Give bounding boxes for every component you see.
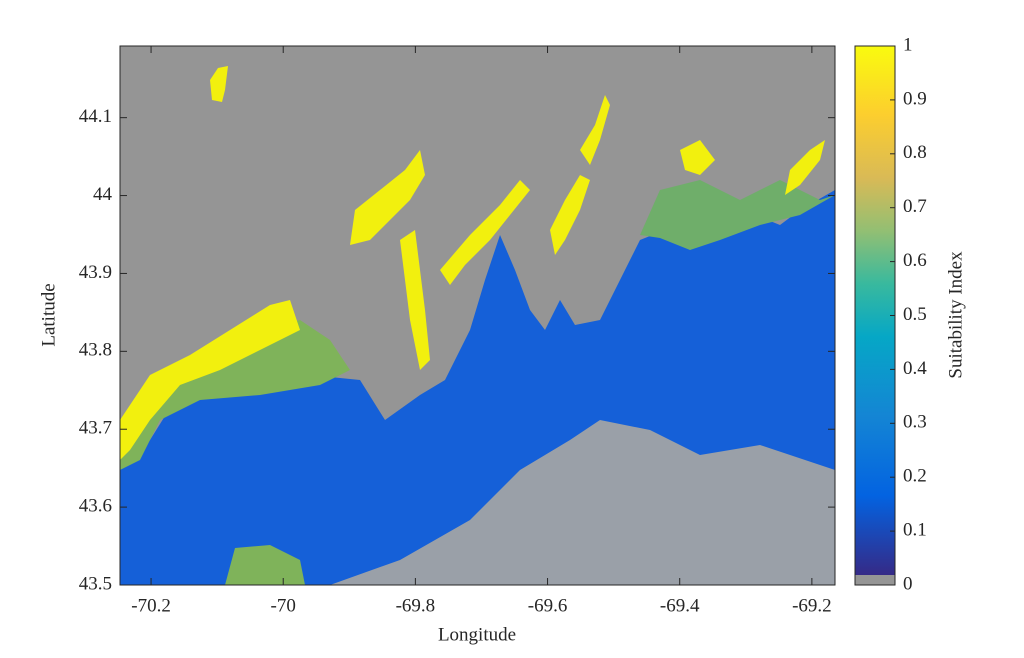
plot-frame <box>119 45 836 586</box>
colorbar-tick-label: 0.6 <box>903 250 927 271</box>
colorbar-tick-label: 1 <box>903 34 913 55</box>
y-tick-label: 44 <box>93 184 113 205</box>
x-tick-label: -70.2 <box>131 595 171 616</box>
x-tick-label: -69.4 <box>660 595 700 616</box>
x-tick-label: -69.2 <box>792 595 832 616</box>
y-tick-label: 43.5 <box>79 573 112 594</box>
colorbar-label: Suitability Index <box>945 251 966 379</box>
x-axis-label: Longitude <box>438 624 516 645</box>
colorbar-gradient <box>855 46 895 575</box>
colorbar-tick-label: 0.1 <box>903 519 927 540</box>
y-tick-label: 43.9 <box>79 262 112 283</box>
coast-green <box>640 180 835 250</box>
x-tick-label: -69.6 <box>528 595 568 616</box>
map <box>120 46 835 585</box>
nearshore-green <box>120 320 350 470</box>
colorbar-tick-label: 0.7 <box>903 196 927 217</box>
y-tick-label: 44.1 <box>79 106 112 127</box>
offshore-shelf <box>330 420 835 585</box>
colorbar-tick-label: 0.2 <box>903 466 927 487</box>
colorbar-zero-band <box>855 575 895 585</box>
colorbar-tick-label: 0 <box>903 573 913 594</box>
high-suitability-areas <box>120 66 825 460</box>
colorbar-tick-label: 0.4 <box>903 358 927 379</box>
y-tick-label: 43.8 <box>79 340 112 361</box>
x-tick-label: -69.8 <box>396 595 436 616</box>
y-axis-label: Latitude <box>38 283 59 346</box>
y-tick-label: 43.7 <box>79 418 112 439</box>
colorbar-tick-label: 0.9 <box>903 88 927 109</box>
colorbar-tick-label: 0.8 <box>903 142 927 163</box>
y-tick-label: 43.6 <box>79 495 112 516</box>
colorbar-tick-label: 0.5 <box>903 304 927 325</box>
colorbar-tick-label: 0.3 <box>903 412 927 433</box>
shallows-green <box>225 545 305 585</box>
x-tick-label: -70 <box>271 595 296 616</box>
